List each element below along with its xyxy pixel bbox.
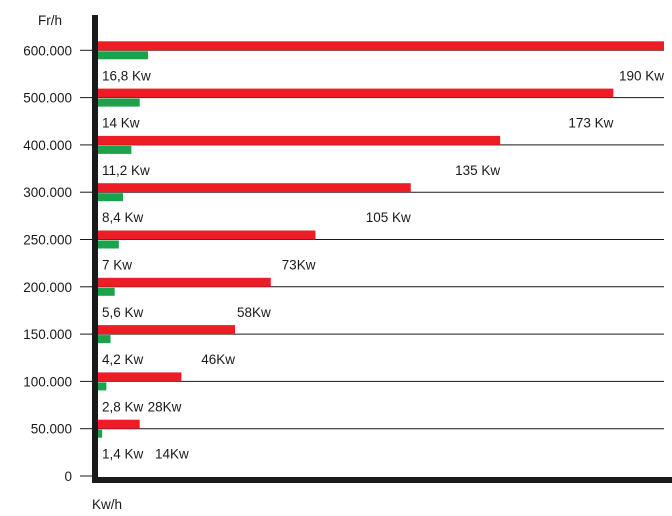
y-tick-label: 200.000	[23, 280, 72, 295]
data-label-red: 105 Kw	[366, 210, 411, 225]
y-tick-label: 50.000	[31, 422, 72, 437]
data-label-green: 5,6 Kw	[102, 305, 144, 320]
bar-green	[98, 335, 111, 344]
y-axis-line	[92, 15, 98, 481]
x-axis-label: Kw/h	[92, 497, 122, 512]
data-label-red: 58Kw	[237, 305, 271, 320]
bar-red	[98, 325, 236, 335]
bar-red	[98, 135, 501, 145]
bar-red	[98, 41, 664, 51]
bar-green	[98, 145, 132, 154]
bar-green	[98, 240, 119, 249]
bar-green	[98, 287, 115, 296]
y-tick-label: 600.000	[23, 43, 72, 58]
data-label-green: 14 Kw	[102, 116, 140, 131]
x-axis-line	[92, 477, 672, 483]
y-tick-labels: 0 50.000 100.000 150.000 200.000 250.000 300.0…	[23, 43, 72, 484]
data-label-green: 2,8 Kw	[102, 399, 144, 414]
bar-red	[98, 372, 182, 382]
data-label-green: 16,8 Kw	[102, 68, 151, 83]
bar-red	[98, 230, 316, 240]
bar-green	[98, 98, 140, 107]
y-tick-label: 300.000	[23, 185, 72, 200]
bar-red	[98, 419, 140, 429]
data-label-red: 173 Kw	[568, 116, 613, 131]
data-label-green: 4,2 Kw	[102, 352, 144, 367]
data-labels: 1,4 Kw 14Kw 2,8 Kw 28Kw 4,2 Kw 46Kw 5,6 Kw 58Kw…	[102, 68, 664, 461]
bar-green	[98, 51, 149, 60]
data-label-red: 28Kw	[148, 399, 182, 414]
y-axis-label: Fr/h	[38, 13, 62, 28]
data-label-red: 14Kw	[155, 447, 189, 462]
y-tick-label: 250.000	[23, 233, 72, 248]
bar-red	[98, 277, 271, 287]
y-tick-label: 0	[64, 469, 72, 484]
data-label-red: 73Kw	[282, 258, 316, 273]
bars	[98, 41, 664, 438]
data-label-green: 8,4 Kw	[102, 210, 144, 225]
data-label-red: 46Kw	[201, 352, 235, 367]
bar-green	[98, 382, 107, 391]
y-tick-label: 100.000	[23, 374, 72, 389]
y-tick-label: 150.000	[23, 327, 72, 342]
bar-red	[98, 88, 614, 98]
data-label-green: 1,4 Kw	[102, 447, 144, 462]
data-label-red: 135 Kw	[455, 163, 500, 178]
y-tick-label: 400.000	[23, 138, 72, 153]
data-label-red: 190 Kw	[619, 68, 664, 83]
bar-green	[98, 429, 103, 438]
data-label-green: 7 Kw	[102, 258, 132, 273]
bar-red	[98, 183, 411, 193]
bar-green	[98, 193, 124, 202]
y-tick-label: 500.000	[23, 91, 72, 106]
data-label-green: 11,2 Kw	[102, 163, 150, 178]
